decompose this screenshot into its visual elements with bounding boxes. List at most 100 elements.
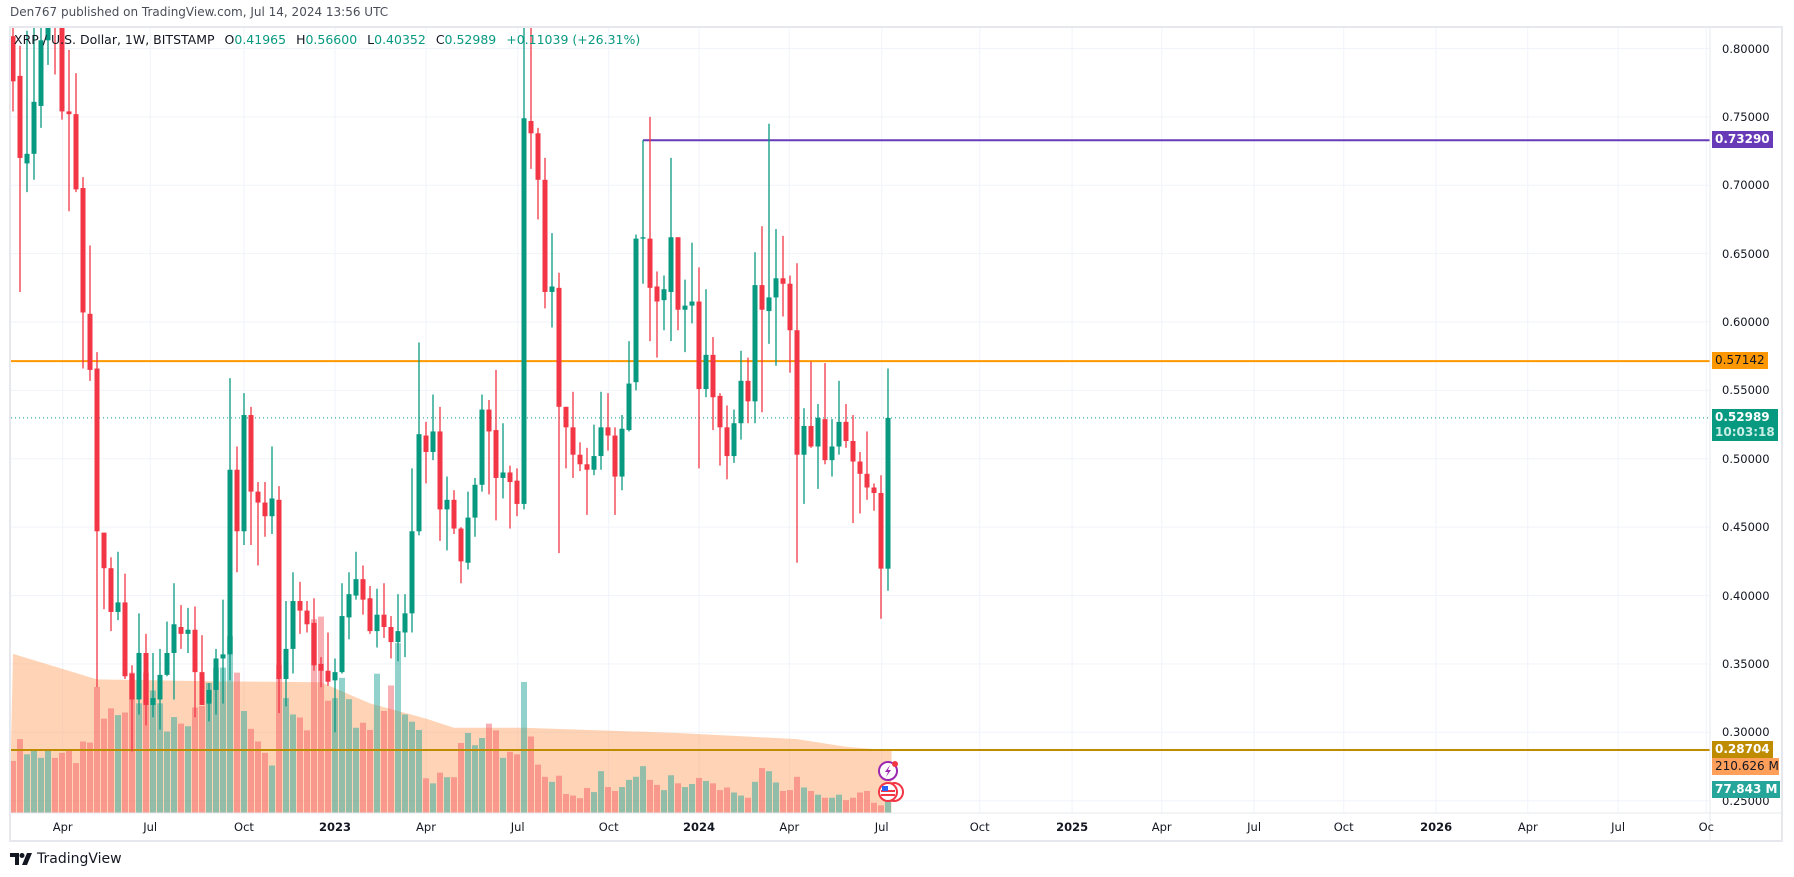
candle[interactable]: [388, 616, 394, 659]
candle[interactable]: [136, 613, 142, 715]
candle[interactable]: [542, 157, 548, 309]
candle[interactable]: [451, 490, 457, 535]
events-icon[interactable]: [878, 761, 898, 781]
candle[interactable]: [59, 0, 65, 120]
candle[interactable]: [458, 527, 464, 584]
candle[interactable]: [514, 468, 520, 517]
candle[interactable]: [787, 275, 793, 373]
candle[interactable]: [402, 594, 408, 658]
candle[interactable]: [801, 408, 807, 504]
candle[interactable]: [122, 573, 128, 679]
candle[interactable]: [864, 431, 870, 500]
candle[interactable]: [486, 399, 492, 495]
candle[interactable]: [633, 234, 639, 391]
candle[interactable]: [157, 648, 163, 730]
candle[interactable]: [227, 378, 233, 681]
candle[interactable]: [346, 572, 352, 640]
candle[interactable]: [304, 601, 310, 633]
candle[interactable]: [738, 350, 744, 440]
candle[interactable]: [24, 30, 30, 193]
candle[interactable]: [297, 581, 303, 634]
candle[interactable]: [101, 532, 107, 610]
candle[interactable]: [276, 486, 282, 714]
candle[interactable]: [661, 275, 667, 331]
candle[interactable]: [38, 0, 44, 128]
candle[interactable]: [682, 279, 688, 353]
candle[interactable]: [199, 635, 205, 705]
candle[interactable]: [262, 482, 268, 537]
us-flag-economic-event-icon[interactable]: [878, 782, 904, 802]
candle[interactable]: [339, 583, 345, 674]
candle[interactable]: [234, 446, 240, 573]
candle[interactable]: [766, 123, 772, 344]
candle[interactable]: [318, 657, 324, 688]
candle[interactable]: [171, 583, 177, 700]
candle[interactable]: [45, 0, 51, 65]
candle[interactable]: [11, 0, 16, 112]
candle[interactable]: [528, 0, 534, 169]
candle[interactable]: [626, 341, 632, 432]
candle[interactable]: [815, 404, 821, 489]
candle[interactable]: [367, 585, 373, 634]
candle[interactable]: [290, 572, 296, 674]
candle[interactable]: [668, 157, 674, 342]
candle[interactable]: [843, 404, 849, 448]
candle[interactable]: [605, 393, 611, 451]
candle[interactable]: [381, 583, 387, 638]
candle[interactable]: [87, 245, 93, 381]
candle[interactable]: [444, 476, 450, 551]
candle[interactable]: [53, 0, 58, 75]
candle[interactable]: [549, 233, 555, 328]
candle[interactable]: [115, 551, 121, 621]
candle[interactable]: [73, 73, 79, 193]
candle[interactable]: [437, 406, 443, 541]
candle[interactable]: [374, 588, 380, 648]
candle[interactable]: [150, 652, 156, 718]
candle[interactable]: [885, 368, 891, 591]
candle[interactable]: [759, 226, 765, 413]
candle[interactable]: [143, 633, 149, 726]
candle[interactable]: [255, 482, 261, 566]
candle[interactable]: [353, 551, 359, 600]
candle[interactable]: [423, 421, 429, 484]
candle[interactable]: [108, 557, 114, 632]
candle[interactable]: [822, 363, 828, 465]
candle[interactable]: [591, 424, 597, 476]
candle[interactable]: [185, 607, 191, 653]
candle[interactable]: [269, 446, 275, 535]
candle[interactable]: [675, 237, 681, 331]
candle[interactable]: [703, 289, 709, 398]
candle[interactable]: [66, 49, 72, 212]
candle[interactable]: [192, 606, 198, 718]
candle[interactable]: [640, 140, 646, 284]
candle[interactable]: [31, 7, 37, 180]
candle[interactable]: [164, 621, 170, 677]
candle[interactable]: [745, 357, 751, 424]
candle[interactable]: [500, 423, 506, 499]
candle[interactable]: [332, 658, 338, 733]
candle[interactable]: [857, 451, 863, 514]
candle[interactable]: [556, 272, 562, 554]
candle[interactable]: [17, 45, 23, 292]
candle[interactable]: [654, 271, 660, 358]
candle[interactable]: [178, 605, 184, 649]
candle[interactable]: [521, 0, 527, 510]
candle[interactable]: [724, 405, 730, 480]
candle[interactable]: [619, 415, 625, 491]
candle[interactable]: [829, 419, 835, 477]
candle[interactable]: [710, 337, 716, 431]
candle[interactable]: [535, 127, 541, 220]
candle[interactable]: [612, 427, 618, 515]
symbol-name[interactable]: XRP / U.S. Dollar, 1W, BITSTAMP: [14, 32, 215, 47]
candle[interactable]: [507, 465, 513, 529]
candle[interactable]: [878, 475, 884, 619]
candle[interactable]: [248, 406, 254, 545]
candle[interactable]: [472, 477, 478, 537]
candle[interactable]: [577, 442, 583, 472]
tradingview-brand[interactable]: TradingView: [10, 851, 122, 867]
candle[interactable]: [647, 116, 653, 342]
candle[interactable]: [129, 665, 135, 752]
candle[interactable]: [213, 648, 219, 715]
candle[interactable]: [94, 352, 100, 688]
candle[interactable]: [409, 468, 415, 633]
